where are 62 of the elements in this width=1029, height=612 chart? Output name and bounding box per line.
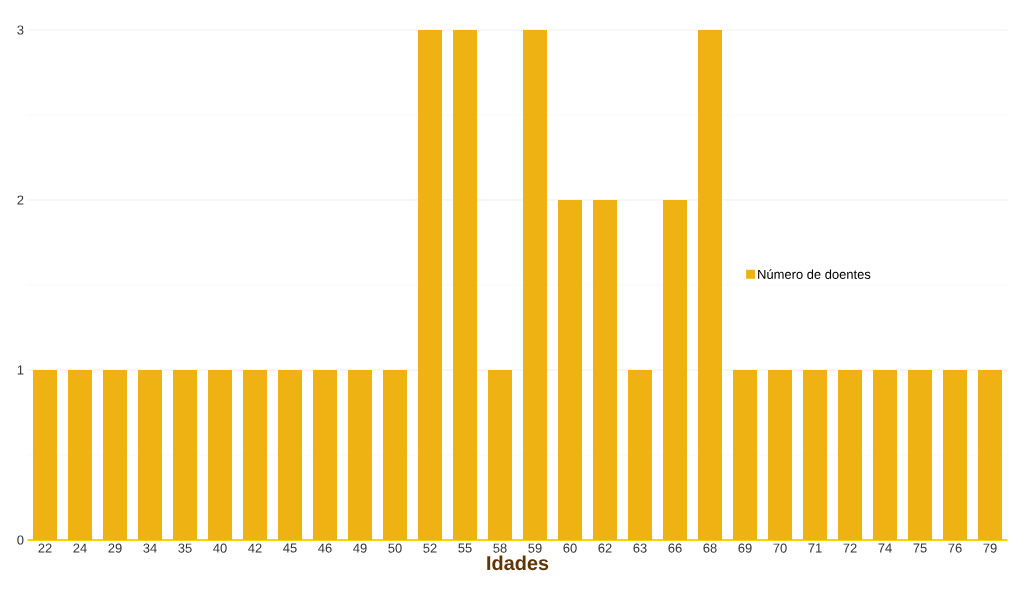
- bar: [313, 369, 338, 540]
- x-tick-label: 79: [983, 543, 997, 553]
- y-tick-label: 0: [17, 535, 24, 545]
- x-tick-label: 68: [703, 543, 717, 553]
- bar: [68, 369, 93, 540]
- bar: [558, 199, 583, 540]
- x-tick-label: 49: [353, 543, 367, 553]
- x-tick-label: 45: [283, 543, 297, 553]
- x-tick-label: 35: [178, 543, 192, 553]
- x-tick-label: 66: [668, 543, 682, 553]
- x-tick-label: 69: [738, 543, 752, 553]
- x-tick-label: 46: [318, 543, 332, 553]
- bar: [523, 29, 548, 540]
- bar: [173, 369, 198, 540]
- x-tick-label: 52: [423, 543, 437, 553]
- bar: [628, 369, 653, 540]
- bar: [873, 369, 898, 540]
- x-tick-label: 40: [213, 543, 227, 553]
- x-tick-label: 34: [143, 543, 157, 553]
- bar: [488, 369, 513, 540]
- bar: [698, 29, 723, 540]
- x-tick-label: 60: [563, 543, 577, 553]
- x-tick-label: 59: [528, 543, 542, 553]
- bar: [663, 199, 688, 540]
- bar: [138, 369, 163, 540]
- legend-label: Número de doentes: [758, 269, 871, 279]
- bar: [33, 369, 58, 540]
- y-tick-label: 3: [17, 25, 24, 35]
- x-tick-label: 76: [948, 543, 962, 553]
- bar: [383, 369, 408, 540]
- y-tick-label: 2: [17, 195, 24, 205]
- bar: [593, 199, 618, 540]
- x-tick-label: 72: [843, 543, 857, 553]
- x-tick-label: 29: [108, 543, 122, 553]
- bar: [243, 369, 268, 540]
- x-tick-label: 62: [598, 543, 612, 553]
- x-tick-label: 55: [458, 543, 472, 553]
- x-tick-label: 58: [493, 543, 507, 553]
- x-tick-label: 63: [633, 543, 647, 553]
- x-axis-title: Idades: [487, 555, 549, 571]
- x-tick-label: 75: [913, 543, 927, 553]
- bar: [418, 29, 443, 540]
- bar: [838, 369, 863, 540]
- x-tick-label: 74: [878, 543, 892, 553]
- bar: [348, 369, 373, 540]
- y-tick-label: 1: [17, 365, 24, 375]
- x-tick-label: 24: [73, 543, 87, 553]
- x-tick-label: 50: [388, 543, 402, 553]
- bar: [908, 369, 933, 540]
- bar: [803, 369, 828, 540]
- x-tick-label: 42: [248, 543, 262, 553]
- bar: [103, 369, 128, 540]
- bar: [208, 369, 233, 540]
- bar: [453, 29, 478, 540]
- bar: [978, 369, 1003, 540]
- bar: [733, 369, 758, 540]
- x-tick-label: 70: [773, 543, 787, 553]
- x-tick-label: 22: [38, 543, 52, 553]
- x-tick-label: 71: [808, 543, 822, 553]
- bar: [278, 369, 303, 540]
- bar: [768, 369, 793, 540]
- bar: [943, 369, 968, 540]
